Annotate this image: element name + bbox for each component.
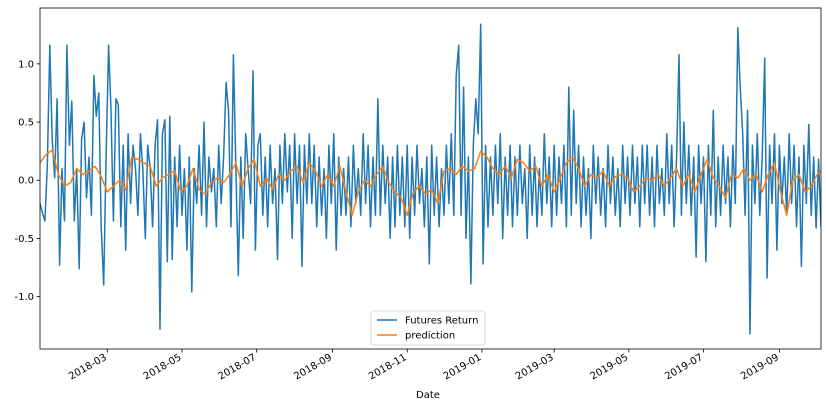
x-tick-label: 2018-11 (367, 352, 409, 382)
x-tick-label: 2018-03 (67, 352, 109, 382)
y-tick-label: 0.0 (18, 176, 34, 187)
y-tick-label: 1.0 (18, 59, 34, 70)
y-tick-label: -0.5 (14, 234, 34, 245)
y-axis: 1.0 0.5 0.0 -0.5 -1.0 (14, 59, 40, 303)
x-tick-label: 2019-07 (663, 352, 705, 382)
x-tick-label: 2019-01 (442, 352, 484, 382)
series-line-futures-return (40, 23, 821, 335)
x-axis: 2018-03 2018-05 2018-07 2018-09 2018-11 2019-… (67, 349, 781, 382)
legend: Futures Return prediction (370, 310, 486, 346)
x-axis-title: Date (416, 390, 440, 401)
x-tick-label: 2018-07 (216, 352, 258, 382)
plot-frame (39, 7, 822, 350)
series-line-prediction (40, 149, 821, 216)
y-tick-label: 0.5 (18, 118, 34, 129)
legend-box (370, 310, 486, 346)
legend-label-prediction: prediction (405, 331, 455, 342)
x-tick-label: 2018-05 (142, 352, 184, 382)
x-tick-label: 2019-03 (514, 352, 556, 382)
series-layer (40, 23, 821, 335)
x-tick-label: 2018-09 (292, 352, 334, 382)
y-tick-label: -1.0 (14, 292, 34, 303)
x-tick-label: 2019-09 (739, 352, 781, 382)
legend-label-futures-return: Futures Return (405, 316, 478, 327)
x-tick-label: 2019-05 (589, 352, 631, 382)
